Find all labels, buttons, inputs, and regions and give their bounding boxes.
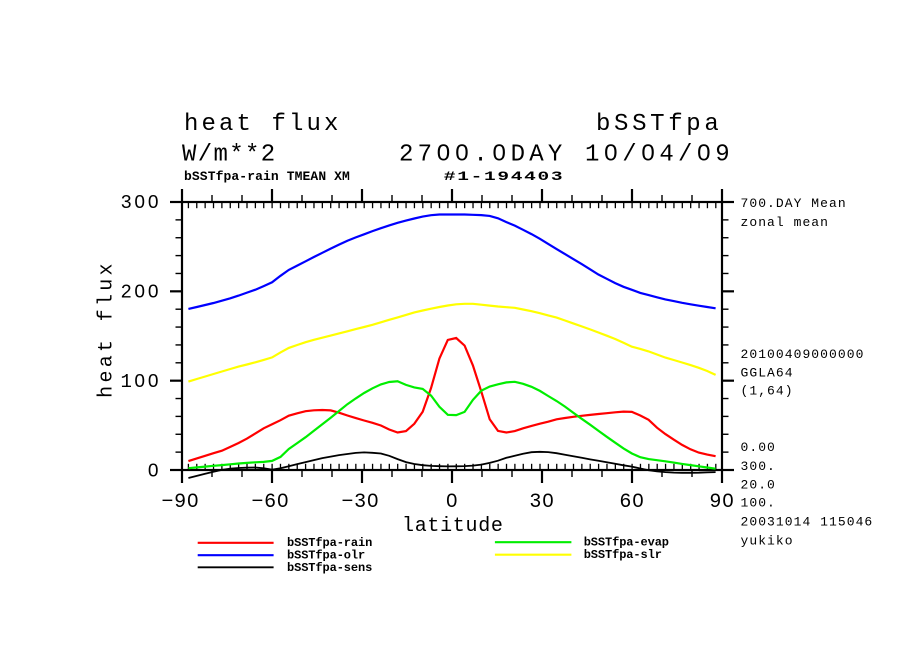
- svg-text:0.00: 0.00: [741, 440, 776, 455]
- svg-text:20100409000000: 20100409000000: [741, 347, 865, 362]
- svg-text:20031014 115046: 20031014 115046: [741, 515, 874, 530]
- svg-text:bSSTfpa-olr: bSSTfpa-olr: [287, 549, 365, 563]
- svg-text:latitude: latitude: [402, 515, 504, 538]
- svg-text:20.0: 20.0: [741, 478, 776, 493]
- svg-text:90: 90: [709, 491, 734, 514]
- svg-text:−30: −30: [342, 491, 380, 514]
- svg-text:60: 60: [619, 491, 644, 514]
- svg-text:2700.0DAY 10/04/09: 2700.0DAY 10/04/09: [399, 142, 734, 169]
- svg-text:bSSTfpa: bSSTfpa: [596, 111, 722, 138]
- svg-text:30: 30: [529, 491, 554, 514]
- svg-text:heat flux: heat flux: [96, 260, 119, 398]
- svg-text:700.DAY Mean: 700.DAY Mean: [741, 196, 847, 211]
- svg-text:GGLA64: GGLA64: [741, 366, 794, 381]
- svg-text:heat flux: heat flux: [184, 111, 342, 138]
- svg-text:W/m**2: W/m**2: [182, 142, 277, 169]
- svg-text:yukiko: yukiko: [741, 534, 794, 549]
- svg-text:100.: 100.: [741, 496, 776, 511]
- svg-text:bSSTfpa-evap: bSSTfpa-evap: [584, 536, 669, 550]
- svg-text:bSSTfpa-rain TMEAN XM: bSSTfpa-rain TMEAN XM: [184, 169, 350, 184]
- svg-text:(1,64): (1,64): [741, 384, 794, 399]
- svg-text:bSSTfpa-rain: bSSTfpa-rain: [287, 536, 372, 550]
- svg-text:#1-194403: #1-194403: [444, 169, 565, 184]
- svg-text:300.: 300.: [741, 459, 776, 474]
- svg-text:bSSTfpa-slr: bSSTfpa-slr: [584, 548, 662, 562]
- svg-text:−60: −60: [252, 491, 290, 514]
- svg-text:bSSTfpa-sens: bSSTfpa-sens: [287, 561, 372, 575]
- svg-text:−90: −90: [162, 491, 200, 514]
- svg-text:zonal mean: zonal mean: [741, 215, 830, 230]
